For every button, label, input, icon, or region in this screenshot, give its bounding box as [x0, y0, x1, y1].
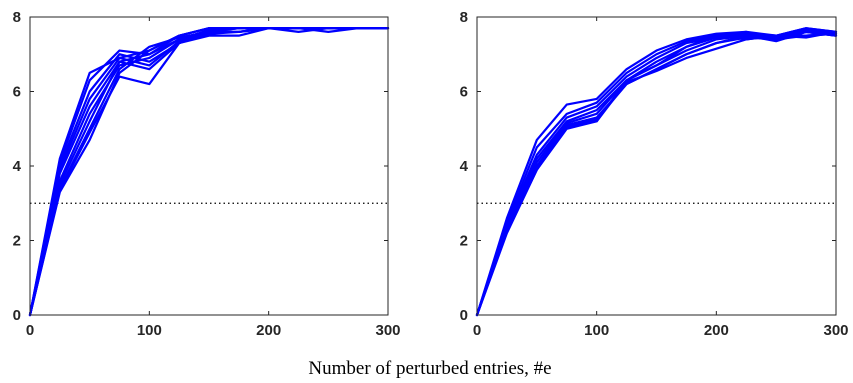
left-y-tick-label: 6	[13, 84, 21, 101]
left-series-line-9	[28, 27, 390, 317]
left-series-line-8	[28, 27, 390, 317]
left-series-line-1	[28, 27, 390, 317]
left-axes-frame	[29, 16, 389, 316]
right-y-tick-label: 4	[460, 158, 469, 175]
left-series-line-7	[28, 27, 390, 317]
left-x-tick-label: 200	[256, 322, 281, 339]
left-x-tick-label: 0	[26, 322, 34, 339]
left-y-tick-label: 8	[13, 9, 21, 26]
right-y-tick-label: 8	[460, 9, 468, 26]
x-axis-label: Number of perturbed entries, #e	[308, 358, 551, 379]
left-y-tick-label: 2	[13, 233, 21, 250]
left-series-line-4	[28, 27, 390, 317]
left-chart-panel: 0 100 200 300 0 2 4 6 8	[13, 9, 401, 339]
right-x-tick-label: 300	[823, 322, 848, 339]
right-chart-panel: 0 100 200 300 0 2 4 6 8	[460, 9, 849, 339]
right-x-tick-label: 0	[473, 322, 481, 339]
left-series-line-5	[28, 27, 390, 317]
left-x-tick-label: 100	[137, 322, 162, 339]
left-series-line-3	[28, 27, 390, 317]
right-y-tick-label: 2	[460, 233, 468, 250]
left-series-line-10	[28, 27, 390, 317]
right-series-line-5	[475, 30, 838, 317]
left-x-tick-label: 300	[375, 322, 400, 339]
right-x-tick-label: 200	[704, 322, 729, 339]
right-x-tick-label: 100	[584, 322, 609, 339]
right-y-tick-label: 6	[460, 84, 468, 101]
right-series-line-9	[475, 28, 838, 317]
left-series-line-2	[28, 27, 390, 317]
left-series-line-6	[28, 27, 390, 317]
left-y-tick-label: 0	[13, 307, 21, 324]
right-y-tick-label: 0	[460, 307, 468, 324]
left-y-tick-label: 4	[13, 158, 22, 175]
